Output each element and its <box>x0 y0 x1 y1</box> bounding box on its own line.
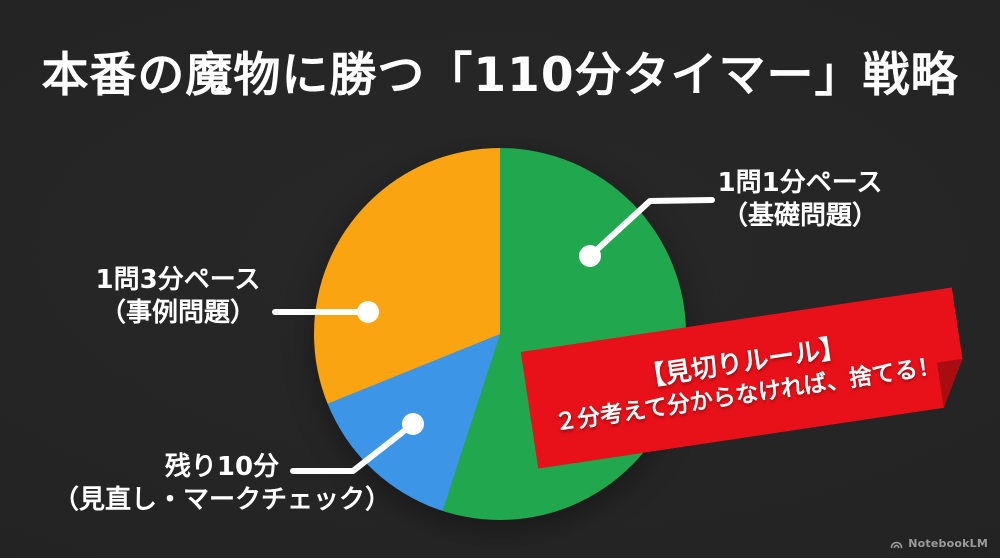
label-basic-line1: 1問1分ペース <box>717 168 883 198</box>
label-case-line2: （事例問題） <box>99 298 256 328</box>
pie-chart <box>314 148 686 520</box>
leader-dot-basic <box>579 245 601 267</box>
leader-review <box>290 413 424 474</box>
label-case-line1: 1問3分ペース <box>95 265 261 295</box>
leader-case <box>272 301 379 323</box>
label-review-line1: 残り10分 <box>164 452 280 482</box>
label-review-time: 残り10分 （見直し・マークチェック） <box>22 451 422 517</box>
leader-dot-case <box>357 301 379 323</box>
label-case-pace: 1問3分ペース （事例問題） <box>68 264 288 330</box>
notebooklm-watermark: NotebookLM <box>890 537 988 550</box>
label-basic-pace: 1問1分ペース （基礎問題） <box>690 167 910 233</box>
label-review-line2: （見直し・マークチェック） <box>52 485 391 515</box>
notebooklm-icon <box>890 541 903 549</box>
leader-basic <box>579 197 715 267</box>
notebooklm-label: NotebookLM <box>908 537 988 550</box>
slide-title: 本番の魔物に勝つ「110分タイマー」戦略 <box>41 48 959 103</box>
label-basic-line2: （基礎問題） <box>721 201 878 231</box>
leader-dot-review <box>402 413 424 435</box>
